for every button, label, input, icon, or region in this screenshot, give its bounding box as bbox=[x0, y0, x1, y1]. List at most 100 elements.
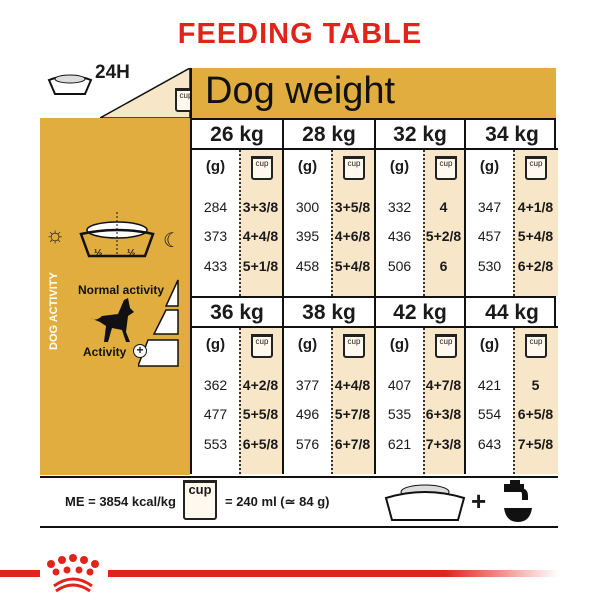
cup-icon: cup bbox=[183, 480, 217, 520]
grams-value: 530 bbox=[477, 258, 502, 274]
period-label: 24H bbox=[95, 62, 130, 83]
weight-header: 42 kg bbox=[376, 298, 464, 328]
dog-silhouette-icon bbox=[90, 298, 134, 342]
grams-value: 553 bbox=[203, 436, 228, 452]
grams-header: (g) bbox=[205, 158, 226, 175]
grams-value: 643 bbox=[477, 436, 502, 452]
half-right: ½ bbox=[127, 248, 136, 259]
weight-header: 32 kg bbox=[376, 120, 464, 150]
grams-value: 284 bbox=[203, 199, 228, 215]
grams-value: 421 bbox=[477, 377, 502, 393]
cups-value: 5+5/8 bbox=[242, 406, 279, 422]
grams-value: 535 bbox=[387, 406, 412, 422]
water-tap-icon bbox=[504, 480, 532, 522]
cups-value: 6+2/8 bbox=[517, 258, 554, 274]
cup-icon: cup bbox=[343, 334, 365, 358]
dog-activity-label: DOG ACTIVITY bbox=[48, 272, 60, 350]
cups-value: 6+5/8 bbox=[517, 406, 554, 422]
weight-column: 44 kg (g) cup 421 5 554 6+5/8 643 7+5/8 bbox=[466, 298, 558, 474]
moon-icon: ☾ bbox=[163, 230, 181, 252]
weight-column: 34 kg (g) cup 347 4+1/8 457 5+4/8 530 6+2/8 bbox=[466, 120, 558, 296]
header-bar bbox=[190, 68, 556, 118]
grams-value: 300 bbox=[295, 199, 320, 215]
weight-column: 32 kg (g) cup 332 4 436 5+2/8 506 6 bbox=[376, 120, 466, 296]
grams-value: 407 bbox=[387, 377, 412, 393]
royal-canin-crown-logo bbox=[47, 554, 99, 593]
cups-value: 4+4/8 bbox=[334, 377, 371, 393]
grams-header: (g) bbox=[479, 336, 500, 353]
cups-value: 4+6/8 bbox=[334, 228, 371, 244]
cup-icon: cup bbox=[435, 156, 457, 180]
grams-value: 496 bbox=[295, 406, 320, 422]
cups-value: 7+3/8 bbox=[425, 436, 462, 452]
weight-column: 26 kg (g) cup 284 3+3/8 373 4+4/8 433 5+1/8 bbox=[192, 120, 284, 296]
cups-value: 5+7/8 bbox=[334, 406, 371, 422]
grams-header: (g) bbox=[205, 336, 226, 353]
energy-value: ME = 3854 kcal/kg bbox=[65, 494, 176, 509]
dog-weight-title: Dog weight bbox=[205, 70, 396, 112]
cups-value: 6+7/8 bbox=[334, 436, 371, 452]
cups-value: 5+1/8 bbox=[242, 258, 279, 274]
weight-column: 28 kg (g) cup 300 3+5/8 395 4+6/8 458 5+4/8 bbox=[284, 120, 376, 296]
plus-icon: + bbox=[133, 344, 147, 358]
cups-value: 5+2/8 bbox=[425, 228, 462, 244]
grams-value: 436 bbox=[387, 228, 412, 244]
activity-plus-label: Activity bbox=[83, 345, 127, 359]
feeding-table-block: 26 kg (g) cup 284 3+3/8 373 4+4/8 433 5+1/8… bbox=[190, 118, 558, 296]
cup-icon: cup bbox=[251, 156, 273, 180]
grams-value: 377 bbox=[295, 377, 320, 393]
cups-value: 5 bbox=[531, 377, 540, 393]
weight-column: 36 kg (g) cup 362 4+2/8 477 5+5/8 553 6+5/8 bbox=[192, 298, 284, 474]
weight-column: 38 kg (g) cup 377 4+4/8 496 5+7/8 576 6+7/8 bbox=[284, 298, 376, 474]
cups-value: 3+3/8 bbox=[242, 199, 279, 215]
grams-value: 457 bbox=[477, 228, 502, 244]
cup-icon: cup bbox=[343, 156, 365, 180]
cups-value: 4+7/8 bbox=[425, 377, 462, 393]
grams-value: 332 bbox=[387, 199, 412, 215]
feeding-table-block: 36 kg (g) cup 362 4+2/8 477 5+5/8 553 6+5/8… bbox=[190, 296, 558, 474]
cups-value: 4+4/8 bbox=[242, 228, 279, 244]
grams-value: 621 bbox=[387, 436, 412, 452]
cups-value: 4+2/8 bbox=[242, 377, 279, 393]
weight-header: 44 kg bbox=[466, 298, 558, 328]
activity-panel bbox=[40, 118, 190, 475]
cups-value: 3+5/8 bbox=[334, 199, 371, 215]
cups-value: 4 bbox=[439, 199, 448, 215]
cup-icon: cup bbox=[525, 334, 547, 358]
grams-value: 347 bbox=[477, 199, 502, 215]
grams-header: (g) bbox=[389, 158, 410, 175]
grams-value: 433 bbox=[203, 258, 228, 274]
cups-value: 5+4/8 bbox=[334, 258, 371, 274]
footer-bar bbox=[40, 476, 558, 528]
brand-stripe bbox=[0, 570, 40, 577]
brand-stripe bbox=[108, 570, 558, 577]
cup-icon: cup bbox=[525, 156, 547, 180]
weight-header: 28 kg bbox=[284, 120, 374, 150]
grams-value: 362 bbox=[203, 377, 228, 393]
cups-value: 6+5/8 bbox=[242, 436, 279, 452]
sun-icon: ☼ bbox=[45, 222, 66, 247]
plus-sign: + bbox=[471, 486, 487, 516]
grams-header: (g) bbox=[479, 158, 500, 175]
cup-icon: cup bbox=[251, 334, 273, 358]
grams-value: 576 bbox=[295, 436, 320, 452]
food-bowl-icon bbox=[47, 74, 93, 95]
header-triangle bbox=[100, 68, 190, 118]
grams-header: (g) bbox=[297, 158, 318, 175]
cups-value: 4+1/8 bbox=[517, 199, 554, 215]
grams-value: 458 bbox=[295, 258, 320, 274]
page-title: FEEDING TABLE bbox=[177, 18, 423, 50]
half-left: ½ bbox=[94, 248, 103, 259]
weight-header: 36 kg bbox=[192, 298, 282, 328]
cup-equivalence: = 240 ml (≃ 84 g) bbox=[225, 494, 330, 509]
weight-header: 38 kg bbox=[284, 298, 374, 328]
normal-activity-label: Normal activity bbox=[78, 283, 165, 297]
grams-value: 554 bbox=[477, 406, 502, 422]
grams-header: (g) bbox=[389, 336, 410, 353]
grams-header: (g) bbox=[297, 336, 318, 353]
grams-value: 477 bbox=[203, 406, 228, 422]
grams-value: 373 bbox=[203, 228, 228, 244]
weight-header: 34 kg bbox=[466, 120, 558, 150]
food-bowl-icon bbox=[384, 484, 466, 521]
weight-header: 26 kg bbox=[192, 120, 282, 150]
